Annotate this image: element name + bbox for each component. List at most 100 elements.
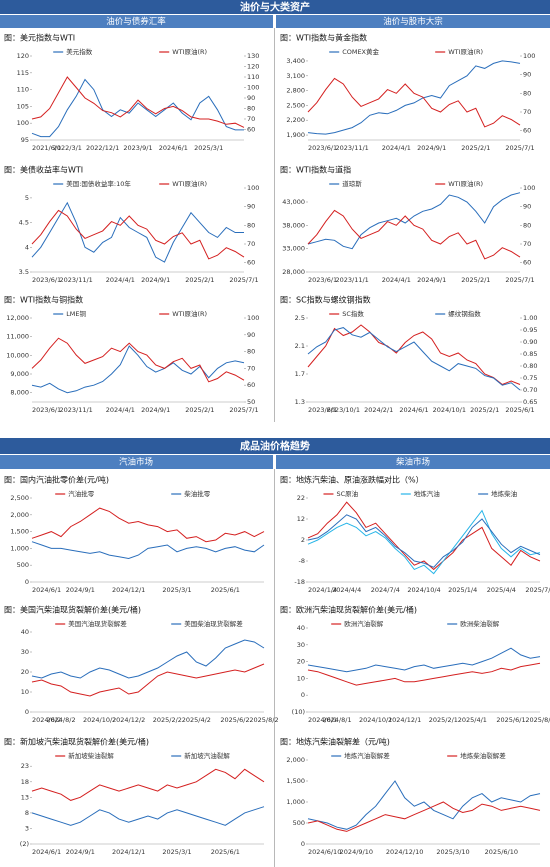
y-tick-label: 1,000 [10, 544, 29, 552]
y2-tick-label: 60 [247, 259, 255, 267]
x-tick-label: 2024/2/1 [364, 406, 393, 414]
x-tick-label: 2025/8/1 [525, 716, 550, 724]
x-tick-label: 2022/3/1 [53, 144, 82, 152]
x-tick-label: 2023/6/1 [308, 144, 337, 152]
y-tick-label: 500 [17, 561, 29, 569]
y-tick-label: 23 [21, 762, 29, 770]
legend-label: 螺纹钢指数 [448, 309, 481, 318]
y2-tick-label: 90 [523, 203, 531, 211]
legend-label: 道琼斯 [342, 179, 362, 188]
x-tick-label: 2025/7/4 [525, 586, 550, 594]
x-tick-label: 2024/6/1 [32, 848, 61, 856]
x-tick-label: 2025/7/1 [505, 276, 534, 284]
legend-label: LME铜 [66, 309, 86, 318]
y-tick-label: 5 [25, 194, 29, 202]
chart-title: 图：新加坡汽柴油现货裂解价差(美元/桶) [4, 737, 149, 747]
y2-tick-label: 100 [247, 84, 259, 92]
y2-tick-label: 90 [247, 94, 255, 102]
y-tick-label: 120 [17, 52, 29, 60]
y-tick-label: 2.5 [295, 314, 305, 322]
x-tick-label: 2024/9/10 [340, 848, 373, 856]
y2-tick-label: 60 [523, 259, 531, 267]
x-tick-label: 2024/4/1 [106, 406, 135, 414]
y-tick-label: 12 [297, 515, 305, 523]
y-tick-label: 13 [21, 793, 29, 801]
x-tick-label: 2025/6/1 [496, 716, 525, 724]
y-tick-label: 2,000 [10, 511, 29, 519]
y2-tick-label: 70 [523, 108, 531, 116]
x-tick-label: 2024/12/10 [386, 848, 423, 856]
x-tick-label: 2024/7/4 [371, 586, 400, 594]
y-tick-label: 0 [301, 840, 305, 848]
section-bar [0, 438, 550, 454]
y-tick-label: 1.3 [295, 398, 305, 406]
series-line [31, 639, 265, 679]
x-tick-label: 2024/6/1 [399, 406, 428, 414]
y-tick-label: 30 [21, 648, 29, 656]
legend-label: SC原油 [336, 489, 358, 498]
x-tick-label: 2023/11/1 [59, 406, 92, 414]
y2-tick-label: 0.65 [523, 398, 537, 406]
series-line [307, 662, 541, 686]
y-tick-label: 1,000 [286, 798, 305, 806]
x-tick-label: 2025/4/1 [458, 716, 487, 724]
series-line [307, 192, 521, 250]
x-tick-label: 2025/4/4 [487, 586, 516, 594]
y-tick-label: 10,000 [6, 351, 29, 359]
y2-tick-label: 100 [523, 184, 535, 192]
y2-tick-label: 0.90 [523, 338, 537, 346]
y-tick-label: 2 [301, 536, 305, 544]
y2-tick-label: 80 [247, 105, 255, 113]
chart-title: 图：地炼汽柴油裂解差（元/吨) [280, 737, 390, 747]
series-line [307, 647, 541, 673]
y-tick-label: 9,000 [10, 370, 29, 378]
legend-label: 新加坡汽油裂解 [184, 751, 230, 760]
x-tick-label: 2025/7/1 [229, 406, 258, 414]
x-tick-label: 2023/10/1 [327, 406, 360, 414]
y-tick-label: 115 [17, 69, 29, 77]
y-tick-label: (10) [292, 708, 305, 716]
y-tick-label: 2,000 [286, 756, 305, 764]
y-tick-label: 1.7 [295, 370, 305, 378]
y-tick-label: 3.5 [19, 268, 29, 276]
y-tick-label: 43,000 [282, 198, 305, 206]
legend-label: 地炼柴油 [491, 489, 517, 498]
chart-title: 图：WTI指数与道指 [280, 165, 351, 175]
x-tick-label: 2025/4/2 [182, 716, 211, 724]
chart-title: 图：WTI指数与黄金指数 [280, 33, 367, 43]
y-tick-label: 1,500 [10, 528, 29, 536]
y2-tick-label: 0.70 [523, 386, 537, 394]
section-bar [0, 0, 550, 14]
x-tick-label: 2024/10/1 [433, 406, 466, 414]
series-line [31, 541, 265, 560]
y2-tick-label: 70 [523, 240, 531, 248]
y-tick-label: 0 [25, 708, 29, 716]
x-tick-label: 2024/9/1 [141, 406, 170, 414]
series-line [31, 76, 245, 128]
series-line [307, 514, 541, 568]
y2-tick-label: 0.80 [523, 362, 537, 370]
x-tick-label: 2025/6/1 [211, 586, 240, 594]
x-tick-label: 2024/9/1 [66, 848, 95, 856]
y-tick-label: 2,500 [10, 494, 29, 502]
chart-title: 图：美国汽柴油现货裂解价差(美元/桶) [4, 605, 141, 615]
legend-label: 美国柴油现货裂解差 [184, 619, 243, 628]
legend-label: 新加坡柴油裂解 [68, 751, 114, 760]
legend-label: WTI原油(R) [172, 309, 207, 318]
chart-title: 图：地炼汽柴油、原油涨跌幅对比（%） [280, 475, 424, 485]
y-tick-label: 20 [21, 668, 29, 676]
section-subtitle: 柴油市场 [396, 457, 430, 468]
series-line [307, 801, 541, 832]
x-tick-label: 2025/2/1 [461, 276, 490, 284]
series-line [307, 324, 521, 386]
legend-label: 地炼柴油裂解差 [460, 751, 506, 760]
x-tick-label: 2025/3/10 [436, 848, 469, 856]
y2-tick-label: 0.85 [523, 350, 537, 358]
x-tick-label: 2024/4/1 [382, 144, 411, 152]
y-tick-label: 12,000 [6, 314, 29, 322]
sub-bar [276, 455, 550, 469]
x-tick-label: 2023/6/1 [308, 406, 337, 414]
y-tick-label: 8 [25, 809, 29, 817]
x-tick-label: 2025/6/1 [211, 848, 240, 856]
